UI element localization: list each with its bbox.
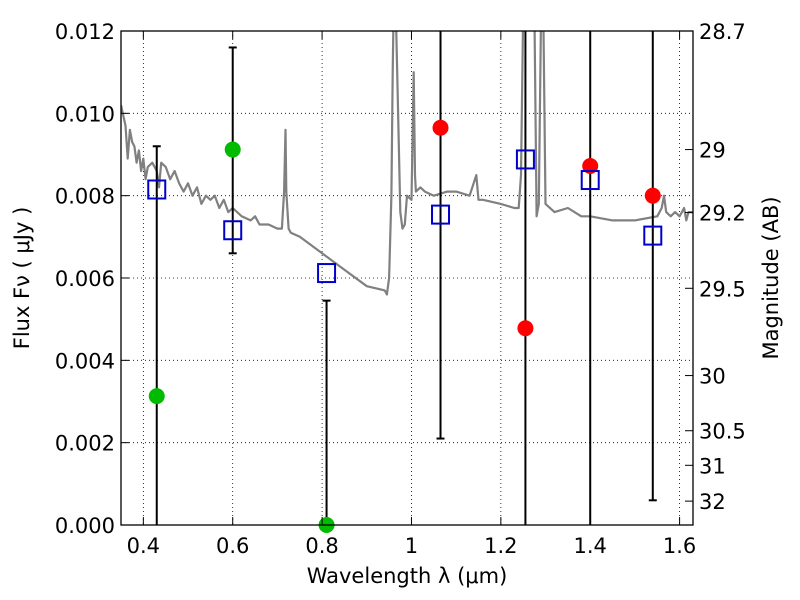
model-photometry-marker	[515, 149, 535, 170]
data-layer	[121, 31, 693, 525]
x-tick-label: 0.6	[216, 534, 249, 558]
y-tick-label: 0.006	[55, 267, 115, 291]
y2-tick-label: 30.5	[699, 420, 746, 444]
y-tick-label: 0.002	[55, 432, 115, 456]
model-photometry-marker	[223, 220, 243, 241]
model-photometry-marker	[580, 170, 600, 191]
detection-point	[432, 119, 449, 136]
x-tick-label: 0.8	[305, 534, 338, 558]
upper-limit-point	[224, 141, 241, 158]
model-spectrum-line	[121, 31, 693, 296]
detection-point	[517, 320, 534, 337]
plot-background	[121, 31, 693, 525]
y-tick-label: 0.012	[55, 20, 115, 44]
axes: 0.4 0.6 0.8 1 1.2 1.4 1.6 0.000 0.002 0.004 0.006 0…	[55, 20, 746, 558]
model-photometry-marker	[147, 179, 167, 200]
y-axis-title: Flux Fν ( μJy )	[10, 207, 34, 350]
model-photometry-marker	[643, 225, 663, 246]
x-tick-label: 1.2	[484, 534, 517, 558]
y2-tick-label: 30	[699, 365, 726, 389]
y2-tick-label: 32	[699, 490, 726, 514]
y2-tick-label: 28.7	[699, 20, 746, 44]
y2-axis-title: Magnitude (AB)	[759, 196, 783, 359]
model-photometry-marker	[431, 204, 451, 225]
y2-tick-label: 29.2	[699, 202, 746, 226]
model-photometry-marker	[317, 263, 337, 284]
marker-layer	[147, 119, 663, 533]
upper-limit-point	[148, 388, 165, 405]
x-tick-label: 1.6	[663, 534, 696, 558]
y-tick-label: 0.004	[55, 349, 115, 373]
y2-tick-label: 29.5	[699, 277, 746, 301]
y-tick-label: 0.010	[55, 102, 115, 126]
y-tick-label: 0.008	[55, 185, 115, 209]
x-tick-label: 1.4	[574, 534, 607, 558]
detection-point	[644, 187, 661, 204]
y2-tick-label: 31	[699, 454, 726, 478]
x-tick-label: 0.4	[127, 534, 160, 558]
x-tick-label: 1	[405, 534, 418, 558]
x-axis-title: Wavelength λ (μm)	[307, 564, 508, 588]
y2-tick-label: 29	[699, 139, 726, 163]
y-tick-label: 0.000	[55, 514, 115, 538]
